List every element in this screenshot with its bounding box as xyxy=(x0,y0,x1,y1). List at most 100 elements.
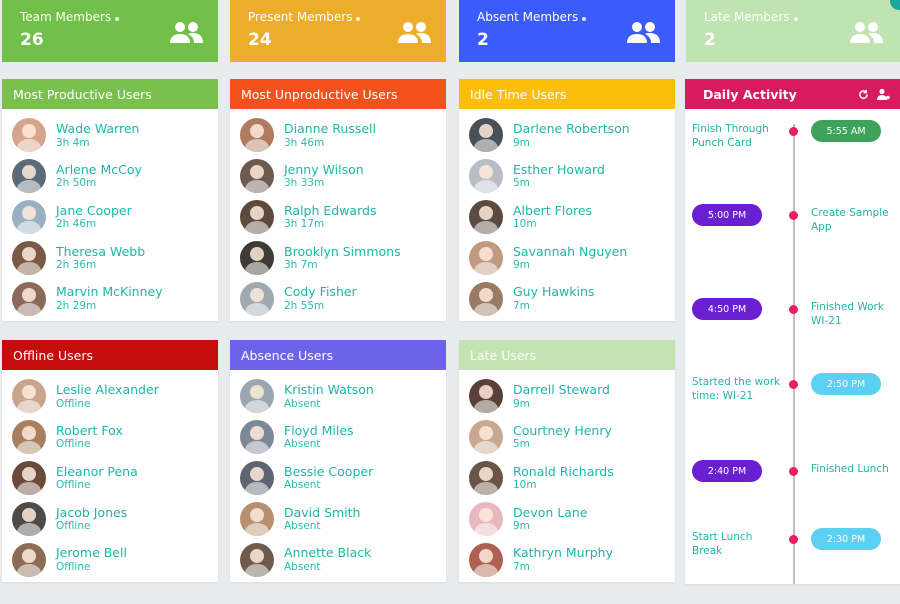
user-name[interactable]: Devon Lane xyxy=(513,504,588,520)
user-row[interactable]: Esther Howard 5m xyxy=(469,156,665,197)
user-name[interactable]: Ralph Edwards xyxy=(284,202,377,218)
user-name[interactable]: Wade Warren xyxy=(56,121,140,137)
user-list: Darlene Robertson 9m Esther Howard 5m Albert… xyxy=(459,109,675,319)
user-row[interactable]: Floyd Miles Absent xyxy=(240,417,436,458)
user-row[interactable]: Albert Flores 10m xyxy=(469,197,665,238)
user-row[interactable]: Wade Warren 3h 4m xyxy=(12,115,208,156)
user-name[interactable]: Kathryn Murphy xyxy=(513,545,613,561)
user-name[interactable]: Jenny Wilson xyxy=(284,161,364,177)
stat-value: 2 xyxy=(477,30,489,50)
panel-offline: Offline Users Leslie Alexander Offline Rob… xyxy=(2,340,218,582)
stat-label: Team Members xyxy=(20,10,112,24)
user-name[interactable]: Ronald Richards xyxy=(513,463,614,479)
user-row[interactable]: Marvin McKinney 2h 29m xyxy=(12,278,208,319)
user-row[interactable]: Jenny Wilson 3h 33m xyxy=(240,156,436,197)
user-name[interactable]: Dianne Russell xyxy=(284,121,376,137)
timeline-line xyxy=(793,124,795,584)
user-row[interactable]: Courtney Henry 5m xyxy=(469,417,665,458)
user-row[interactable]: Leslie Alexander Offline xyxy=(12,376,208,417)
user-list: Leslie Alexander Offline Robert Fox Offline… xyxy=(2,370,218,580)
avatar xyxy=(240,159,274,194)
user-row[interactable]: Savannah Nguyen 9m xyxy=(469,237,665,278)
user-name[interactable]: Robert Fox xyxy=(56,422,123,438)
user-row[interactable]: Darrell Steward 9m xyxy=(469,376,665,417)
user-row[interactable]: Cody Fisher 2h 55m xyxy=(240,278,436,319)
user-name[interactable]: Darlene Robertson xyxy=(513,121,630,137)
user-name[interactable]: Floyd Miles xyxy=(284,422,354,438)
user-row[interactable]: Darlene Robertson 9m xyxy=(469,115,665,156)
user-row[interactable]: Robert Fox Offline xyxy=(12,417,208,458)
avatar xyxy=(240,501,274,536)
user-row[interactable]: Kathryn Murphy 7m xyxy=(469,539,665,580)
user-list: Wade Warren 3h 4m Arlene McCoy 2h 50m Jane C… xyxy=(2,109,218,319)
user-detail: 2h 36m xyxy=(56,258,97,271)
user-name[interactable]: Albert Flores xyxy=(513,202,593,218)
timeline-time-pill: 2:40 PM xyxy=(692,460,762,482)
user-cog-icon[interactable] xyxy=(877,88,890,100)
dot-icon xyxy=(115,17,120,21)
timeline-dot xyxy=(789,211,798,220)
user-row[interactable]: Ralph Edwards 3h 17m xyxy=(240,197,436,238)
user-row[interactable]: Brooklyn Simmons 3h 7m xyxy=(240,237,436,278)
user-name[interactable]: Kristin Watson xyxy=(284,382,374,398)
avatar xyxy=(469,379,503,414)
user-name[interactable]: Esther Howard xyxy=(513,161,605,177)
user-detail: 3h 46m xyxy=(284,136,325,149)
user-name[interactable]: Marvin McKinney xyxy=(56,284,163,300)
user-name[interactable]: Cody Fisher xyxy=(284,284,357,300)
user-name[interactable]: Leslie Alexander xyxy=(56,382,159,398)
panel-title: Most Productive Users xyxy=(2,79,218,109)
user-name[interactable]: Jacob Jones xyxy=(56,504,128,520)
user-name[interactable]: Guy Hawkins xyxy=(513,284,595,300)
user-detail: 2h 46m xyxy=(56,218,97,231)
stat-present-members[interactable]: Present Members 24 xyxy=(230,0,446,62)
avatar xyxy=(469,240,503,275)
user-name[interactable]: Theresa Webb xyxy=(56,243,146,259)
user-row[interactable]: Jacob Jones Offline xyxy=(12,498,208,539)
user-name[interactable]: David Smith xyxy=(284,504,361,520)
user-row[interactable]: Jerome Bell Offline xyxy=(12,539,208,580)
user-detail: 5m xyxy=(513,438,530,451)
avatar xyxy=(12,199,46,234)
user-row[interactable]: Jane Cooper 2h 46m xyxy=(12,197,208,238)
avatar xyxy=(469,542,503,577)
user-row[interactable]: David Smith Absent xyxy=(240,498,436,539)
avatar xyxy=(12,159,46,194)
user-name[interactable]: Courtney Henry xyxy=(513,422,612,438)
timeline-event-text: Finished Lunch xyxy=(811,463,889,475)
user-name[interactable]: Jerome Bell xyxy=(56,545,127,561)
avatar xyxy=(469,118,503,153)
user-detail: 2h 50m xyxy=(56,177,97,190)
stat-team-members[interactable]: Team Members 26 xyxy=(2,0,218,62)
stat-late-members[interactable]: Late Members 2 xyxy=(686,0,900,62)
user-row[interactable]: Bessie Cooper Absent xyxy=(240,458,436,499)
user-row[interactable]: Dianne Russell 3h 46m xyxy=(240,115,436,156)
user-name[interactable]: Annette Black xyxy=(284,545,372,561)
stat-absent-members[interactable]: Absent Members 2 xyxy=(459,0,675,62)
user-detail: 7m xyxy=(513,299,530,312)
refresh-icon[interactable] xyxy=(858,89,869,100)
user-detail: 9m xyxy=(513,136,530,149)
user-name[interactable]: Arlene McCoy xyxy=(56,161,142,177)
user-name[interactable]: Darrell Steward xyxy=(513,382,610,398)
avatar xyxy=(469,420,503,455)
avatar xyxy=(12,281,46,316)
user-row[interactable]: Annette Black Absent xyxy=(240,539,436,580)
user-row[interactable]: Arlene McCoy 2h 50m xyxy=(12,156,208,197)
user-name[interactable]: Jane Cooper xyxy=(56,202,132,218)
user-name[interactable]: Bessie Cooper xyxy=(284,463,374,479)
avatar xyxy=(469,460,503,495)
user-detail: 10m xyxy=(513,479,537,492)
user-row[interactable]: Devon Lane 9m xyxy=(469,498,665,539)
user-name[interactable]: Brooklyn Simmons xyxy=(284,243,401,259)
user-name[interactable]: Savannah Nguyen xyxy=(513,243,628,259)
avatar xyxy=(469,159,503,194)
corner-badge-icon[interactable] xyxy=(890,0,900,10)
user-row[interactable]: Kristin Watson Absent xyxy=(240,376,436,417)
user-name[interactable]: Eleanor Pena xyxy=(56,463,138,479)
user-row[interactable]: Guy Hawkins 7m xyxy=(469,278,665,319)
user-row[interactable]: Ronald Richards 10m xyxy=(469,458,665,499)
user-row[interactable]: Theresa Webb 2h 36m xyxy=(12,237,208,278)
timeline-dot xyxy=(789,467,798,476)
user-row[interactable]: Eleanor Pena Offline xyxy=(12,458,208,499)
